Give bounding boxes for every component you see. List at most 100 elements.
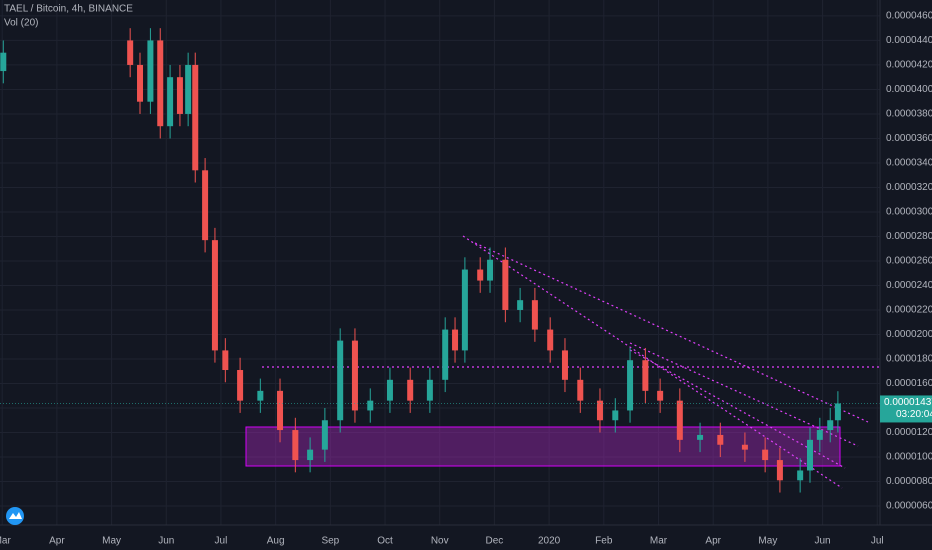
candle-body [211, 240, 218, 351]
candle-body [292, 430, 299, 461]
x-tick-label: Nov [431, 536, 449, 547]
grid [0, 0, 880, 525]
x-tick-label: Feb [595, 536, 613, 547]
x-tick-label: May [758, 536, 777, 547]
candle-body [407, 379, 414, 401]
x-tick-label: Aug [267, 536, 285, 547]
candle-body [642, 360, 649, 391]
trend-line [629, 349, 846, 469]
candle-body [806, 439, 813, 471]
candle-body [717, 434, 724, 445]
candle-body [426, 379, 433, 401]
candle-body [816, 430, 823, 440]
candle-body [487, 259, 494, 281]
x-tick-label: Jun [158, 536, 174, 547]
chart-title: TAEL / Bitcoin, 4h, BINANCE [4, 4, 133, 15]
candle-body [202, 170, 209, 241]
candle-body [237, 370, 244, 401]
candle-body [277, 390, 284, 431]
candle-body [351, 340, 358, 411]
x-tick-label: Dec [486, 536, 504, 547]
trend-line [462, 235, 843, 489]
support-zone [245, 426, 841, 467]
trend-line [629, 342, 859, 447]
candle-body [834, 403, 841, 421]
drawings [245, 235, 880, 489]
candle-body [596, 400, 603, 421]
candle-body [147, 40, 154, 102]
candle-body [612, 410, 619, 421]
countdown-label: 03:20:04 [896, 409, 932, 420]
candle-body [386, 379, 393, 401]
x-tick-label: Oct [377, 536, 393, 547]
candle-body [176, 77, 183, 114]
logo-icon [9, 512, 22, 519]
indicator-label: Vol (20) [4, 18, 38, 29]
candle-body [185, 64, 192, 114]
candle-body [657, 390, 664, 401]
candle-body [827, 420, 834, 431]
x-tick-label: Jun [815, 536, 831, 547]
candle-body [517, 300, 524, 310]
x-tick-label: Jul [871, 536, 884, 547]
candle-body [477, 269, 484, 281]
last-price-box [880, 395, 932, 423]
candle-body [676, 400, 683, 440]
candle-body [531, 300, 538, 330]
x-tick-label: Apr [705, 536, 721, 547]
candle-body [222, 350, 229, 371]
x-tick-label: Sep [321, 536, 339, 547]
candle-body [797, 470, 804, 481]
trend-line [474, 242, 869, 423]
y-tick-label: 0.00004600 [886, 11, 932, 22]
candle-body [337, 340, 344, 421]
candle-body [157, 40, 164, 127]
candle-body [137, 64, 144, 102]
candle-body [257, 390, 264, 401]
last-price-label: 0.00001437 [884, 397, 932, 408]
candle-body [0, 52, 7, 72]
x-tick-label: 2020 [538, 536, 561, 547]
candle-body [192, 64, 199, 171]
candle-body [561, 350, 568, 380]
candle-body [321, 420, 328, 450]
candle-body [762, 449, 769, 461]
candle-body [307, 449, 314, 461]
candle-body [461, 269, 468, 351]
candle-body [442, 329, 449, 380]
candle-body [452, 329, 459, 351]
candle-body [577, 379, 584, 401]
candle-body [502, 259, 509, 310]
candle-body [741, 444, 748, 450]
candles [0, 28, 880, 493]
x-tick-label: May [102, 536, 121, 547]
candle-body [547, 329, 554, 351]
candle-body [697, 434, 704, 440]
candle-body [367, 400, 374, 411]
x-tick-label: Mar [0, 536, 11, 547]
x-tick-label: Jul [215, 536, 228, 547]
candle-body [627, 360, 634, 411]
x-tick-label: Mar [650, 536, 668, 547]
candle-body [127, 40, 134, 65]
